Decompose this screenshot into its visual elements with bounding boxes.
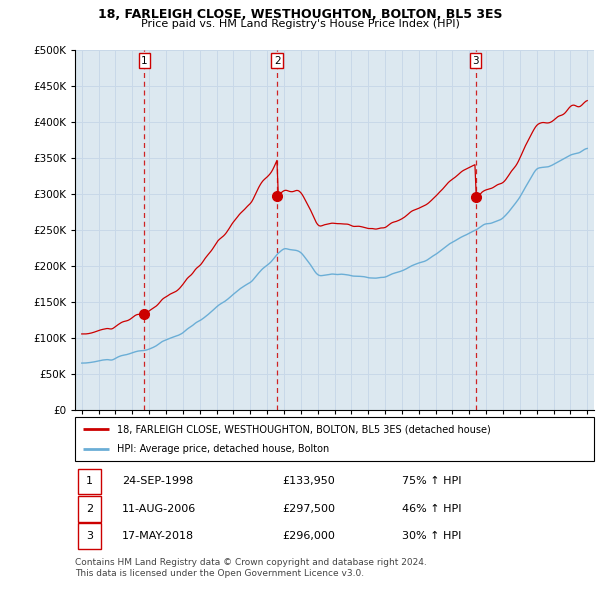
Text: 17-MAY-2018: 17-MAY-2018: [122, 531, 194, 541]
FancyBboxPatch shape: [77, 523, 101, 549]
Text: 1: 1: [86, 477, 93, 487]
Text: 18, FARLEIGH CLOSE, WESTHOUGHTON, BOLTON, BL5 3ES (detached house): 18, FARLEIGH CLOSE, WESTHOUGHTON, BOLTON…: [116, 424, 490, 434]
Text: HPI: Average price, detached house, Bolton: HPI: Average price, detached house, Bolt…: [116, 444, 329, 454]
Text: 18, FARLEIGH CLOSE, WESTHOUGHTON, BOLTON, BL5 3ES: 18, FARLEIGH CLOSE, WESTHOUGHTON, BOLTON…: [98, 8, 502, 21]
Text: 3: 3: [86, 531, 93, 541]
Text: 46% ↑ HPI: 46% ↑ HPI: [402, 504, 461, 514]
FancyBboxPatch shape: [77, 496, 101, 522]
Text: 2: 2: [86, 504, 93, 514]
FancyBboxPatch shape: [77, 468, 101, 494]
Text: £133,950: £133,950: [283, 477, 335, 487]
Text: 2: 2: [274, 55, 281, 65]
Text: 30% ↑ HPI: 30% ↑ HPI: [402, 531, 461, 541]
Text: 3: 3: [472, 55, 479, 65]
Text: 1: 1: [141, 55, 148, 65]
Text: Contains HM Land Registry data © Crown copyright and database right 2024.: Contains HM Land Registry data © Crown c…: [75, 558, 427, 566]
Text: Price paid vs. HM Land Registry's House Price Index (HPI): Price paid vs. HM Land Registry's House …: [140, 19, 460, 30]
FancyBboxPatch shape: [75, 417, 594, 461]
Text: £297,500: £297,500: [283, 504, 335, 514]
Text: 24-SEP-1998: 24-SEP-1998: [122, 477, 193, 487]
Text: 11-AUG-2006: 11-AUG-2006: [122, 504, 196, 514]
Text: £296,000: £296,000: [283, 531, 335, 541]
Text: This data is licensed under the Open Government Licence v3.0.: This data is licensed under the Open Gov…: [75, 569, 364, 578]
Text: 75% ↑ HPI: 75% ↑ HPI: [402, 477, 461, 487]
